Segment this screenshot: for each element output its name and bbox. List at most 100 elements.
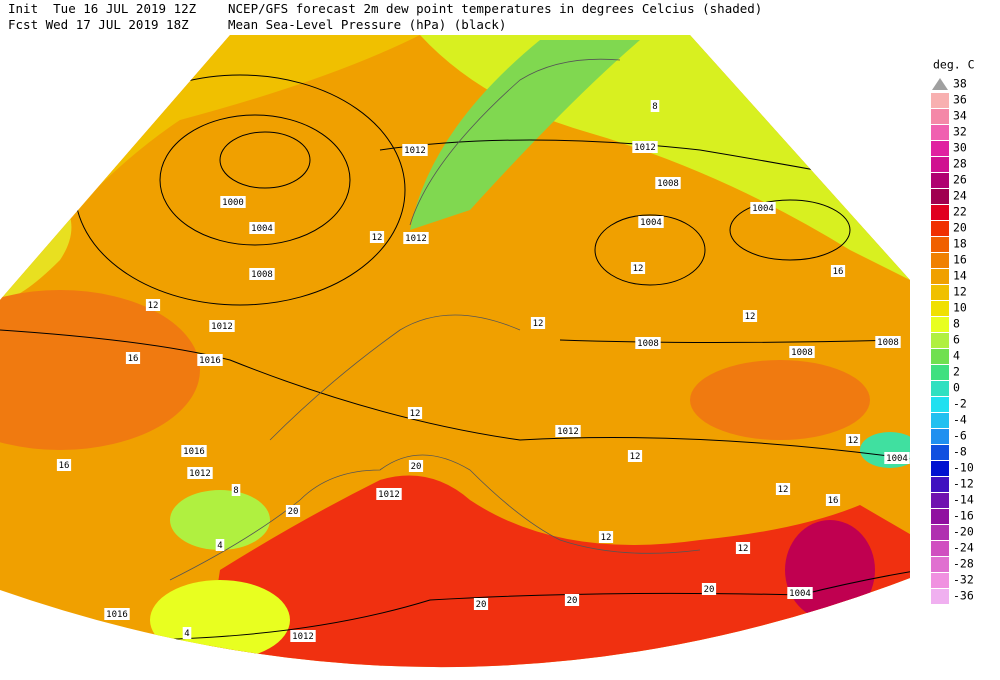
legend-swatch	[931, 285, 949, 300]
legend-swatch	[931, 157, 949, 172]
legend-swatch	[931, 109, 949, 124]
dew-point-label: 16	[828, 496, 839, 506]
dew-point-label: 4	[217, 541, 222, 551]
isobar-label: 1012	[405, 234, 427, 244]
legend-label: 36	[953, 93, 967, 107]
isobar-label: 1012	[189, 469, 211, 479]
legend-label: 20	[953, 221, 967, 235]
legend-label: 28	[953, 157, 967, 171]
dew-point-label-box	[742, 310, 758, 322]
isobar-label-box	[750, 202, 776, 214]
isobar-label-box	[635, 337, 661, 349]
dew-point-label: 12	[372, 233, 383, 243]
isobar-label: 1012	[557, 427, 579, 437]
dew-point-label: 20	[288, 507, 299, 517]
isobar-label-box	[875, 336, 901, 348]
isobar-label-box	[187, 467, 213, 479]
dew-point-label-box	[530, 317, 546, 329]
legend-swatch	[931, 541, 949, 556]
isobar-label: 1004	[752, 204, 774, 214]
legend-label: -4	[953, 413, 967, 427]
legend-label: -10	[953, 461, 974, 475]
dew-point-label-box	[650, 100, 660, 112]
dew-point-label-box	[407, 407, 423, 419]
dew-point-label: 4	[184, 629, 189, 639]
isobar-label-box	[555, 425, 581, 437]
dew-point-label-box	[845, 434, 861, 446]
dew-point-label: 20	[567, 596, 578, 606]
dew-point-label-box	[825, 494, 841, 506]
dew-point-label: 12	[410, 409, 421, 419]
dew-point-label: 8	[233, 486, 238, 496]
isobar-label-box	[403, 232, 429, 244]
dew-point-label-box	[473, 598, 489, 610]
legend-swatch	[931, 461, 949, 476]
isobar-label-box	[884, 452, 910, 464]
dew-point-label: 12	[630, 452, 641, 462]
isobar-label: 1008	[637, 339, 659, 349]
legend-swatch	[931, 589, 949, 604]
legend-swatch	[931, 301, 949, 316]
legend-swatch	[931, 205, 949, 220]
dew-point-label-box	[830, 265, 846, 277]
legend-swatch	[931, 141, 949, 156]
dew-point-label-box	[564, 594, 580, 606]
legend-label: 12	[953, 285, 967, 299]
legend-swatch	[931, 317, 949, 332]
legend-label: -32	[953, 573, 974, 587]
isobar-label: 1012	[211, 322, 233, 332]
legend-label: 24	[953, 189, 967, 203]
legend-label: 8	[953, 317, 960, 331]
dew-point-label-box	[408, 460, 424, 472]
dew-point-label: 16	[59, 461, 70, 471]
isobar-label-box	[402, 144, 428, 156]
isobar-label: 1008	[657, 179, 679, 189]
isobar-label: 1008	[877, 338, 899, 348]
legend-label: 6	[953, 333, 960, 347]
dew-point-label: 20	[411, 462, 422, 472]
legend-swatch	[931, 397, 949, 412]
dew-point-label-box	[125, 352, 141, 364]
legend-label: 18	[953, 237, 967, 251]
legend-swatch	[931, 365, 949, 380]
isobar-label-box	[197, 354, 223, 366]
isobar-label: 1012	[634, 143, 656, 153]
legend-swatch	[931, 557, 949, 572]
isobar-label: 1016	[183, 447, 205, 457]
isobar-label-box	[209, 320, 235, 332]
isobar-label-box	[655, 177, 681, 189]
isobar-label-box	[290, 630, 316, 642]
dew-point-label: 12	[738, 544, 749, 554]
isobar-label: 1004	[789, 589, 811, 599]
legend-swatch	[931, 573, 949, 588]
isobar-label: 1008	[251, 270, 273, 280]
isobar-label: 1012	[292, 632, 314, 642]
legend-swatch	[931, 413, 949, 428]
isobar-label-box	[787, 587, 813, 599]
isobar-label: 1012	[404, 146, 426, 156]
legend-label: 14	[953, 269, 967, 283]
isobar-label: 1004	[251, 224, 273, 234]
isobar-label-box	[220, 196, 246, 208]
isobar-label: 1000	[222, 198, 244, 208]
dew-point-label-box	[627, 450, 643, 462]
isobar-label-box	[632, 141, 658, 153]
legend-swatch	[931, 269, 949, 284]
isobar-label-box	[104, 608, 130, 620]
legend-label: 2	[953, 365, 960, 379]
legend-label: 22	[953, 205, 967, 219]
dew-point-label: 12	[633, 264, 644, 274]
dew-point-label: 12	[848, 436, 859, 446]
legend-swatch	[931, 349, 949, 364]
dew-point-label-box	[215, 539, 225, 551]
dew-point-label-box	[735, 542, 751, 554]
dew-point-label-box	[285, 505, 301, 517]
isobar-label-box	[376, 488, 402, 500]
legend-label: 0	[953, 381, 960, 395]
dew-point-label-box	[231, 484, 241, 496]
legend-swatch	[931, 381, 949, 396]
legend-swatch	[931, 125, 949, 140]
legend-label: -28	[953, 557, 974, 571]
legend-label: 16	[953, 253, 967, 267]
